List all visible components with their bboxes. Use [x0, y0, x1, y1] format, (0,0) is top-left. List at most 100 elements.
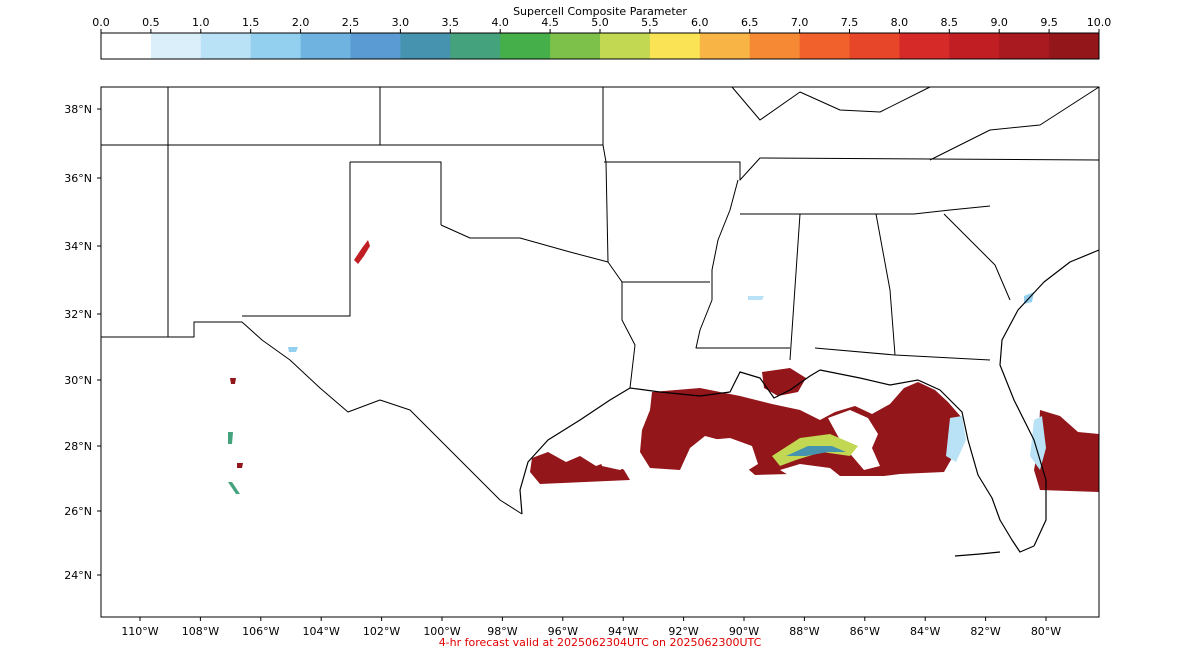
colorbar-tick-label: 1.5 — [242, 16, 260, 29]
colorbar-swatch — [649, 33, 701, 59]
longitude-tick-label: 88°W — [789, 625, 819, 638]
colorbar-swatch — [450, 33, 501, 59]
latitude-tick-label: 36°N — [64, 172, 92, 185]
colorbar-tick-label: 2.0 — [292, 16, 310, 29]
border-ok-tx-red-river — [440, 224, 609, 263]
longitude-tick-label: 110°W — [121, 625, 158, 638]
colorbar-swatch — [749, 33, 801, 59]
colorbar-tick-label: 8.5 — [941, 16, 959, 29]
scp-cell-sw-4 — [228, 482, 240, 494]
colorbar-tick-label: 4.0 — [491, 16, 509, 29]
colorbar-tick-label: 0.0 — [92, 16, 110, 29]
border-mississippi-river — [695, 179, 790, 349]
map-background — [101, 87, 1099, 617]
latitude-tick-label: 26°N — [64, 505, 92, 518]
border-co-nm — [167, 87, 169, 337]
scp-cell-al — [748, 296, 764, 300]
scp-high-region-atlantic — [1034, 410, 1099, 492]
scp-cell-nm — [354, 240, 370, 264]
coastline — [519, 249, 1100, 557]
colorbar-swatch — [999, 33, 1050, 59]
border-mo-ar-ok — [602, 87, 609, 263]
colorbar-swatch — [101, 33, 152, 59]
colorbar-swatch — [200, 33, 252, 59]
longitude-tick-label: 96°W — [548, 625, 578, 638]
colorbar-tick-label: 4.5 — [541, 16, 559, 29]
longitude-tick-label: 94°W — [608, 625, 638, 638]
colorbar-swatch — [949, 33, 1000, 59]
longitude-tick-label: 106°W — [242, 625, 279, 638]
longitude-tick-label: 108°W — [182, 625, 219, 638]
colorbar-title: Supercell Composite Parameter — [513, 5, 687, 18]
latitude-tick-label: 28°N — [64, 440, 92, 453]
border-ga-sc — [943, 213, 1011, 301]
latitude-tick-label: 32°N — [64, 308, 92, 321]
border-va-nc — [929, 86, 1100, 161]
colorbar-tick-label: 5.0 — [591, 16, 609, 29]
longitude-tick-label: 90°W — [729, 625, 759, 638]
scp-cell-sw-1 — [230, 378, 236, 384]
colorbar-swatch — [1049, 33, 1100, 59]
border-al-fl — [814, 347, 991, 361]
scp-cell-sw-2 — [228, 432, 233, 444]
longitude-tick-label: 100°W — [423, 625, 460, 638]
border-ky — [731, 86, 931, 121]
colorbar-tick-label: 6.0 — [691, 16, 709, 29]
coast-gulf-florida-panhandle — [819, 369, 1035, 553]
coast-gulf-texas — [519, 387, 631, 515]
border-rio-grande — [241, 321, 523, 515]
colorbar-frame — [100, 32, 1100, 60]
scp-cell-sw-3 — [237, 463, 243, 468]
colorbar-tick-label: 0.5 — [142, 16, 160, 29]
colorbar-swatch — [300, 33, 351, 59]
map-frame — [100, 86, 1100, 618]
scp-cell-tx-1 — [288, 347, 298, 352]
border-ut-az — [101, 321, 242, 338]
longitude-tick-label: 104°W — [303, 625, 340, 638]
colorbar-tick-label: 1.0 — [192, 16, 210, 29]
latitude-tick-labels: 38°N 36°N 34°N 32°N 30°N 28°N 26°N 24°N — [64, 103, 101, 582]
colorbar-swatch — [150, 33, 202, 59]
scp-low-hole-4 — [780, 464, 840, 476]
longitude-tick-label: 86°W — [850, 625, 880, 638]
coast-gulf-louisiana — [629, 369, 821, 399]
colorbar-swatch — [600, 33, 651, 59]
coast-florida-keys — [954, 551, 1001, 557]
scp-gradient-core — [786, 446, 846, 456]
colorbar-swatch — [550, 33, 601, 59]
latitude-tick-label: 34°N — [64, 240, 92, 253]
colorbar-tick-label: 8.0 — [891, 16, 909, 29]
colorbar-swatch — [699, 33, 751, 59]
boundaries — [101, 86, 1100, 515]
longitude-tick-labels: 110°W 108°W 106°W 104°W 102°W 100°W 98°W 96°W 94… — [121, 617, 1061, 638]
colorbar-tick-label: 6.5 — [741, 16, 759, 29]
colorbar-swatch — [849, 33, 900, 59]
longitude-tick-label: 80°W — [1031, 625, 1061, 638]
forecast-caption: 4-hr forecast valid at 2025062304UTC on … — [439, 636, 762, 649]
border-ms-al — [789, 213, 801, 361]
scp-low-hole-2 — [828, 410, 880, 470]
colorbar-tick-label: 3.0 — [392, 16, 410, 29]
colorbar-swatch — [250, 33, 302, 59]
colorbar-tick-label: 10.0 — [1087, 16, 1112, 29]
longitude-tick-label: 98°W — [487, 625, 517, 638]
longitude-tick-label: 102°W — [363, 625, 400, 638]
scp-high-region-ms-coast — [762, 368, 806, 396]
colorbar-tick-label: 7.0 — [791, 16, 809, 29]
latitude-tick-label: 24°N — [64, 569, 92, 582]
map-panel — [100, 86, 1100, 618]
border-nm-tx-west — [242, 162, 351, 317]
colorbar-swatch — [799, 33, 850, 59]
longitude-tick-label: 92°W — [668, 625, 698, 638]
scp-high-region-gulf — [640, 382, 962, 476]
border-tn-south — [740, 205, 991, 215]
scp-low-hole-1 — [706, 438, 758, 474]
colorbar-tick-label: 5.5 — [641, 16, 659, 29]
colorbar-tick-label: 9.0 — [990, 16, 1008, 29]
latitude-tick-label: 38°N — [64, 103, 92, 116]
latitude-tick-label: 30°N — [64, 374, 92, 387]
border-la-tx — [621, 282, 636, 389]
coast-atlantic — [999, 249, 1100, 547]
longitude-tick-label: 82°W — [970, 625, 1000, 638]
